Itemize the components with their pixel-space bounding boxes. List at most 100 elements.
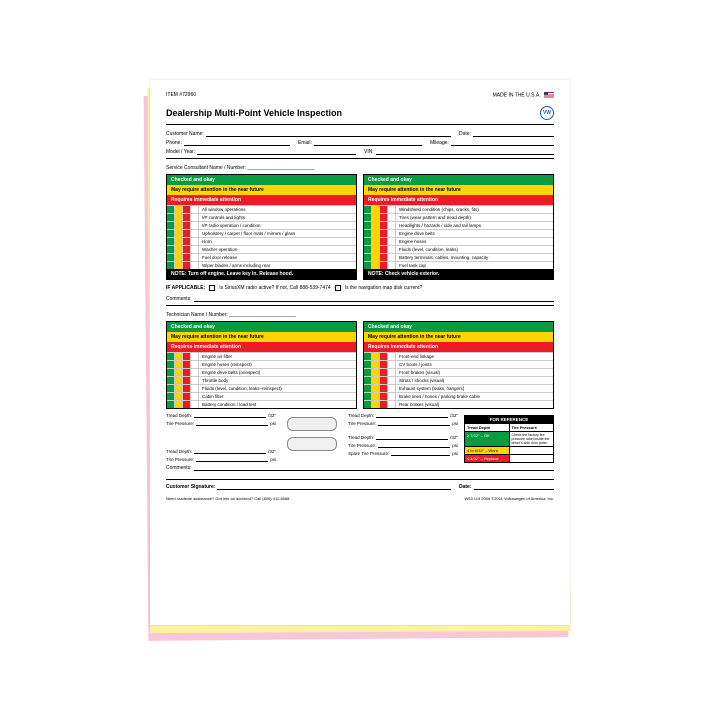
- check-ok[interactable]: [167, 206, 175, 213]
- sig-date-input[interactable]: [474, 484, 554, 490]
- check-immediate[interactable]: [380, 254, 388, 261]
- signature-input[interactable]: [217, 484, 451, 490]
- check-immediate[interactable]: [183, 401, 191, 408]
- check-attention[interactable]: [372, 377, 380, 384]
- check-ok[interactable]: [167, 230, 175, 237]
- check-immediate[interactable]: [183, 353, 191, 360]
- check-attention[interactable]: [175, 222, 183, 229]
- pressure-fl-input[interactable]: [196, 421, 268, 426]
- check-ok[interactable]: [364, 222, 372, 229]
- check-immediate[interactable]: [380, 238, 388, 245]
- check-blank[interactable]: [388, 401, 396, 408]
- check-ok[interactable]: [167, 214, 175, 221]
- check-blank[interactable]: [388, 246, 396, 253]
- check-ok[interactable]: [167, 238, 175, 245]
- check-blank[interactable]: [388, 385, 396, 392]
- check-blank[interactable]: [388, 222, 396, 229]
- sirius-checkbox[interactable]: [209, 285, 215, 291]
- check-blank[interactable]: [191, 214, 199, 221]
- pressure-fr-input[interactable]: [378, 421, 450, 426]
- check-attention[interactable]: [175, 262, 183, 269]
- check-ok[interactable]: [167, 222, 175, 229]
- check-blank[interactable]: [191, 254, 199, 261]
- check-blank[interactable]: [388, 262, 396, 269]
- check-attention[interactable]: [372, 206, 380, 213]
- phone-input[interactable]: [184, 140, 290, 146]
- check-attention[interactable]: [175, 206, 183, 213]
- check-immediate[interactable]: [380, 369, 388, 376]
- check-blank[interactable]: [388, 361, 396, 368]
- check-attention[interactable]: [372, 230, 380, 237]
- check-blank[interactable]: [191, 393, 199, 400]
- check-attention[interactable]: [372, 361, 380, 368]
- check-immediate[interactable]: [380, 214, 388, 221]
- check-blank[interactable]: [191, 401, 199, 408]
- check-immediate[interactable]: [380, 230, 388, 237]
- customer-name-input[interactable]: [206, 131, 451, 137]
- check-ok[interactable]: [364, 246, 372, 253]
- check-immediate[interactable]: [183, 393, 191, 400]
- comments-input-2[interactable]: [194, 465, 554, 471]
- check-attention[interactable]: [372, 238, 380, 245]
- check-attention[interactable]: [175, 401, 183, 408]
- check-ok[interactable]: [364, 385, 372, 392]
- check-ok[interactable]: [364, 230, 372, 237]
- check-attention[interactable]: [175, 230, 183, 237]
- vin-input[interactable]: [376, 149, 554, 155]
- check-ok[interactable]: [167, 385, 175, 392]
- check-ok[interactable]: [167, 361, 175, 368]
- pressure-rl-input[interactable]: [196, 457, 268, 462]
- tread-rr-input[interactable]: [376, 435, 448, 440]
- check-immediate[interactable]: [183, 246, 191, 253]
- check-blank[interactable]: [388, 369, 396, 376]
- tread-fr-input[interactable]: [376, 413, 448, 418]
- check-immediate[interactable]: [380, 246, 388, 253]
- check-immediate[interactable]: [380, 393, 388, 400]
- model-input[interactable]: [197, 149, 356, 155]
- check-ok[interactable]: [364, 401, 372, 408]
- check-attention[interactable]: [175, 246, 183, 253]
- check-immediate[interactable]: [183, 385, 191, 392]
- check-ok[interactable]: [364, 262, 372, 269]
- check-immediate[interactable]: [183, 214, 191, 221]
- check-ok[interactable]: [364, 369, 372, 376]
- check-blank[interactable]: [191, 222, 199, 229]
- check-blank[interactable]: [388, 238, 396, 245]
- tread-fl-input[interactable]: [194, 413, 266, 418]
- check-attention[interactable]: [175, 393, 183, 400]
- check-attention[interactable]: [372, 393, 380, 400]
- check-blank[interactable]: [191, 369, 199, 376]
- check-blank[interactable]: [388, 214, 396, 221]
- check-blank[interactable]: [388, 353, 396, 360]
- check-immediate[interactable]: [380, 385, 388, 392]
- check-immediate[interactable]: [183, 238, 191, 245]
- date-input[interactable]: [473, 131, 554, 137]
- check-blank[interactable]: [388, 393, 396, 400]
- check-blank[interactable]: [191, 246, 199, 253]
- check-blank[interactable]: [388, 230, 396, 237]
- check-immediate[interactable]: [183, 262, 191, 269]
- check-attention[interactable]: [175, 385, 183, 392]
- check-blank[interactable]: [191, 262, 199, 269]
- mileage-input[interactable]: [451, 140, 554, 146]
- check-ok[interactable]: [364, 377, 372, 384]
- check-ok[interactable]: [167, 369, 175, 376]
- check-ok[interactable]: [167, 246, 175, 253]
- check-blank[interactable]: [388, 377, 396, 384]
- check-attention[interactable]: [175, 369, 183, 376]
- check-attention[interactable]: [372, 222, 380, 229]
- check-blank[interactable]: [191, 206, 199, 213]
- check-ok[interactable]: [364, 353, 372, 360]
- nav-checkbox[interactable]: [335, 285, 341, 291]
- check-immediate[interactable]: [183, 206, 191, 213]
- check-attention[interactable]: [175, 377, 183, 384]
- check-blank[interactable]: [388, 206, 396, 213]
- check-attention[interactable]: [175, 238, 183, 245]
- check-ok[interactable]: [167, 353, 175, 360]
- check-blank[interactable]: [191, 230, 199, 237]
- check-immediate[interactable]: [183, 222, 191, 229]
- check-blank[interactable]: [191, 361, 199, 368]
- check-ok[interactable]: [364, 238, 372, 245]
- check-immediate[interactable]: [380, 377, 388, 384]
- pressure-rr-input[interactable]: [378, 443, 450, 448]
